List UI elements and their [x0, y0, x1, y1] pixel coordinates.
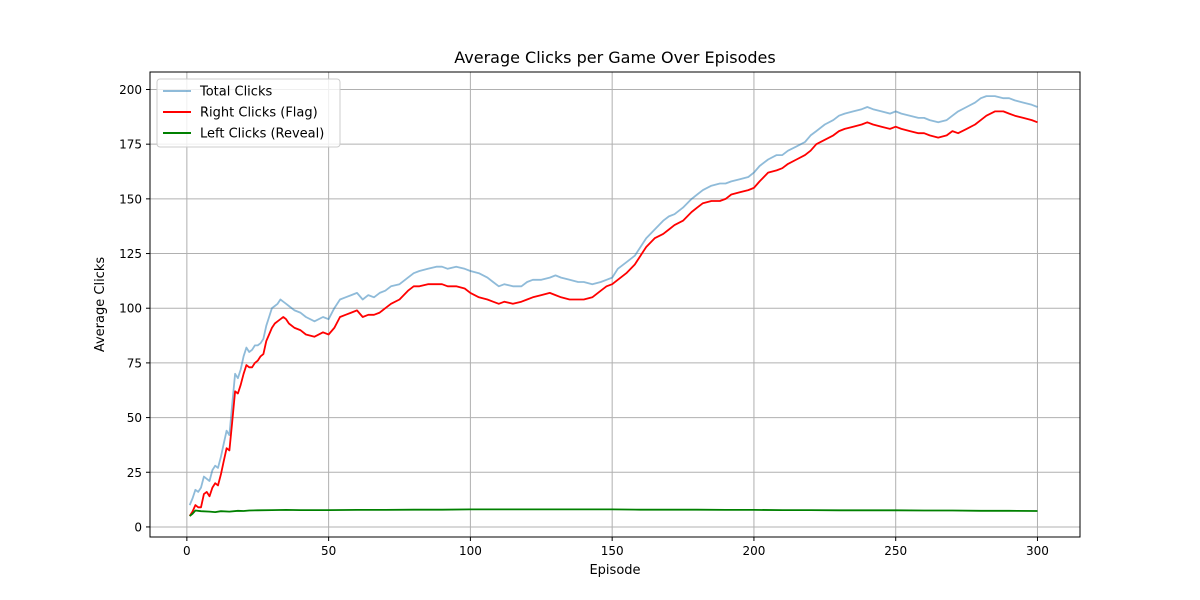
y-tick-label: 75	[127, 356, 142, 370]
y-tick-label: 175	[119, 138, 142, 152]
series-line-2	[189, 508, 1038, 517]
series-line-0	[188, 95, 1038, 506]
chart-title: Average Clicks per Game Over Episodes	[454, 48, 775, 67]
legend-box	[156, 78, 341, 148]
legend-label: Total Clicks	[199, 85, 272, 100]
y-tick-label: 200	[119, 83, 142, 97]
x-tick-label: 100	[459, 544, 482, 558]
y-tick-label: 125	[119, 247, 142, 261]
x-axis-label: Episode	[589, 563, 640, 578]
x-tick-label: 250	[884, 544, 907, 558]
legend: Total Clicks Right Clicks (Flag) Left Clic…	[156, 78, 341, 148]
y-axis-ticks: 0 25 50 75 100 125 150 175 200	[119, 83, 150, 534]
y-tick-label: 50	[127, 411, 142, 425]
plot-frame	[149, 71, 1081, 538]
x-tick-label: 0	[183, 544, 191, 558]
x-tick-label: 150	[601, 544, 624, 558]
y-tick-label: 25	[127, 466, 142, 480]
y-tick-label: 0	[134, 520, 142, 534]
series-line-1	[188, 110, 1038, 517]
x-axis-ticks: 0 50 100 150 200 250 300	[183, 537, 1049, 558]
y-tick-label: 150	[119, 192, 142, 206]
legend-label: Left Clicks (Reveal)	[200, 127, 324, 142]
series-lines	[188, 95, 1038, 517]
legend-label: Right Clicks (Flag)	[200, 106, 318, 121]
grid	[150, 72, 1080, 537]
y-tick-label: 100	[119, 302, 142, 316]
x-tick-label: 200	[742, 544, 765, 558]
x-tick-label: 300	[1026, 544, 1049, 558]
y-axis-label: Average Clicks	[93, 257, 108, 352]
x-tick-label: 50	[321, 544, 336, 558]
